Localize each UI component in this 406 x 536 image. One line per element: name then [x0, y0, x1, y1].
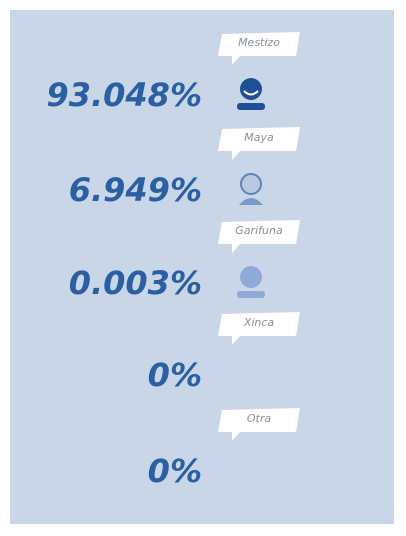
- label-bubble: Xinca: [218, 312, 300, 345]
- label-bubble: Garifuna: [218, 220, 300, 253]
- person-icon: [237, 78, 265, 110]
- label-bubble: Maya: [218, 127, 300, 160]
- percentage: 0%: [147, 356, 202, 394]
- bubble-shape: [218, 408, 300, 441]
- person-icon: [237, 266, 265, 298]
- bubble-shape: [218, 127, 300, 160]
- item: Xinca 0%: [10, 312, 394, 406]
- person-icon: [239, 173, 263, 205]
- bubble-shape: [218, 312, 300, 345]
- bubble-shape: [218, 220, 300, 253]
- label: Mestizo: [238, 36, 280, 49]
- percentage: 0%: [147, 452, 202, 490]
- item: Garifuna 0.003%: [10, 220, 394, 314]
- label-bubble: Mestizo: [218, 32, 300, 65]
- label: Xinca: [243, 316, 275, 329]
- item: Mestizo 93.048%: [10, 32, 394, 126]
- percentage: 0.003%: [68, 264, 202, 302]
- percentage: 93.048%: [46, 76, 202, 114]
- label-bubble: Otra: [218, 408, 300, 441]
- label: Garifuna: [235, 224, 283, 237]
- item: Otra 0%: [10, 408, 394, 502]
- panel: Mestizo 93.048% Maya 6.949% Garifuna: [10, 10, 394, 524]
- bubble-shape: [218, 32, 300, 65]
- percentage: 6.949%: [68, 171, 202, 209]
- label: Otra: [246, 412, 272, 425]
- item: Maya 6.949%: [10, 127, 394, 221]
- label: Maya: [244, 131, 274, 144]
